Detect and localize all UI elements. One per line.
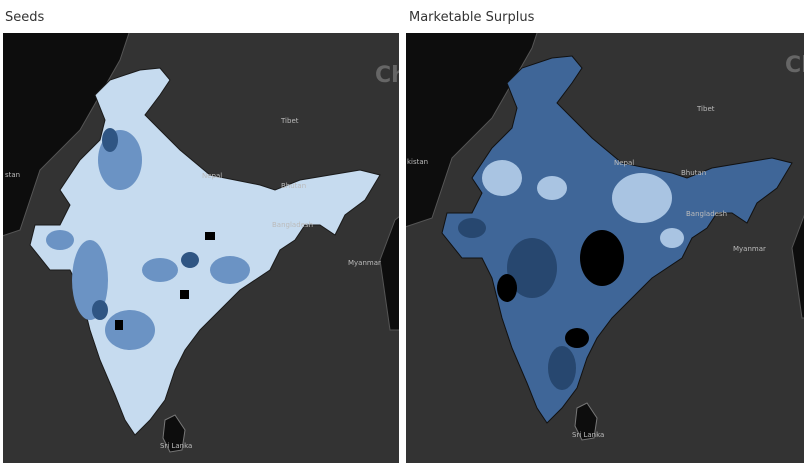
map-label: Bhutan	[281, 182, 306, 190]
map-label: Bangladesh	[272, 221, 313, 229]
map-label: Tibet	[280, 117, 299, 125]
map-label: Ch	[375, 63, 407, 88]
panel-title: Marketable Surplus	[409, 10, 535, 25]
districts-nodata	[497, 230, 624, 348]
map-label: Sri Lanka	[572, 431, 604, 439]
map-label: Sri Lanka	[160, 442, 192, 450]
districts-nodata	[115, 232, 215, 330]
map-panel: Ch Tibet stan Nepal Bhutan Bangladesh My…	[3, 33, 407, 463]
map-panel: Ch Tibet kistan Nepal Bhutan Bangladesh …	[406, 33, 804, 463]
map-label: Tibet	[696, 105, 715, 113]
map-label: Bhutan	[681, 169, 706, 177]
map-label: Myanmar	[733, 245, 766, 253]
panel-title: Seeds	[5, 10, 45, 25]
map-label: Nepal	[614, 159, 634, 167]
districts-dark	[458, 218, 576, 390]
map-label: stan	[5, 171, 20, 179]
map-label: Myanmar	[348, 259, 381, 267]
map-label: Ch	[785, 53, 804, 78]
districts-light	[482, 160, 684, 248]
districts-dark	[92, 128, 199, 320]
map-label: Bangladesh	[686, 210, 727, 218]
map-label: Nepal	[202, 172, 222, 180]
districts	[46, 130, 250, 350]
map-label: kistan	[407, 158, 428, 166]
